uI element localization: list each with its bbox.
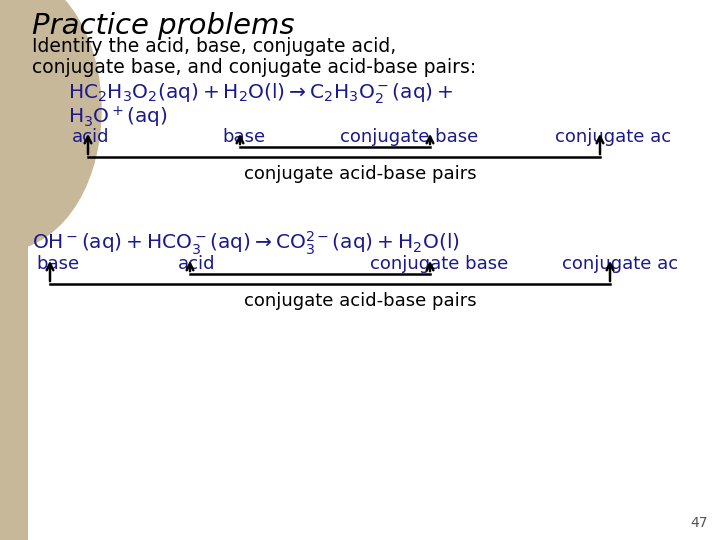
Text: conjugate acid-base pairs: conjugate acid-base pairs xyxy=(243,292,477,310)
Text: conjugate ac: conjugate ac xyxy=(562,255,678,273)
Text: conjugate acid-base pairs: conjugate acid-base pairs xyxy=(243,165,477,183)
Text: Identify the acid, base, conjugate acid,: Identify the acid, base, conjugate acid, xyxy=(32,37,396,56)
Text: $\mathsf{H_3O^+(aq)}$: $\mathsf{H_3O^+(aq)}$ xyxy=(68,105,168,130)
Text: $\mathsf{HC_2H_3O_2(aq) + H_2O(l) \rightarrow C_2H_3O_2^-(aq) +}$: $\mathsf{HC_2H_3O_2(aq) + H_2O(l) \right… xyxy=(68,82,454,106)
Text: acid: acid xyxy=(178,255,215,273)
Text: base: base xyxy=(36,255,79,273)
FancyBboxPatch shape xyxy=(0,0,28,540)
Text: $\mathsf{OH^-(aq) + HCO_3^-(aq) \rightarrow CO_3^{2-}(aq) + H_2O(l)}$: $\mathsf{OH^-(aq) + HCO_3^-(aq) \rightar… xyxy=(32,230,460,258)
Text: 47: 47 xyxy=(690,516,708,530)
Text: conjugate base: conjugate base xyxy=(340,128,478,146)
Text: conjugate base: conjugate base xyxy=(370,255,508,273)
Text: base: base xyxy=(222,128,265,146)
Text: Practice problems: Practice problems xyxy=(32,12,294,40)
Text: conjugate base, and conjugate acid-base pairs:: conjugate base, and conjugate acid-base … xyxy=(32,58,476,77)
Text: acid: acid xyxy=(72,128,109,146)
Text: conjugate ac: conjugate ac xyxy=(555,128,671,146)
